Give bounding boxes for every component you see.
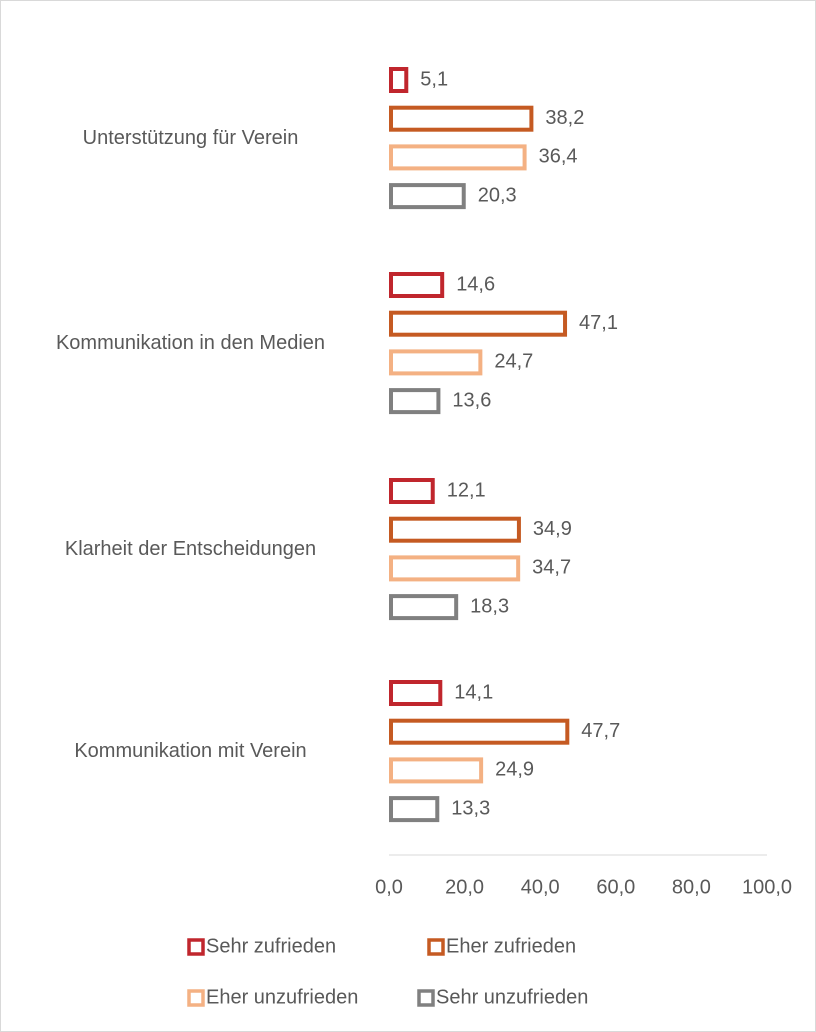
bar [389, 388, 441, 415]
bar [389, 796, 440, 823]
category-label: Kommunikation in den Medien [55, 332, 326, 355]
bar [389, 594, 459, 621]
x-tick-label: 100,0 [742, 876, 792, 898]
x-tick-label: 60,0 [596, 876, 635, 898]
legend-label: Eher unzufrieden [206, 986, 358, 1008]
bar [389, 310, 568, 337]
data-label: 24,9 [495, 759, 534, 781]
bar [389, 105, 534, 132]
bar [389, 680, 443, 706]
x-tick-label: 0,0 [375, 876, 403, 898]
data-label: 20,3 [478, 184, 517, 206]
category-label: Unterstützung für Verein [82, 127, 299, 150]
data-label: 13,3 [451, 797, 490, 819]
bar [389, 555, 521, 582]
legend-label: Eher zufrieden [446, 935, 576, 957]
data-label: 38,2 [545, 107, 584, 129]
data-label: 34,7 [532, 557, 571, 579]
bar [389, 718, 570, 745]
data-label: 14,6 [456, 273, 495, 295]
legend-swatch [187, 989, 205, 1007]
legend-swatch [187, 938, 205, 956]
data-label: 14,1 [454, 681, 493, 703]
data-label: 47,7 [581, 720, 620, 742]
bar [389, 478, 435, 504]
data-label: 12,1 [447, 479, 486, 501]
x-tick-label: 40,0 [521, 876, 560, 898]
bar [389, 349, 483, 376]
data-label: 34,9 [533, 518, 572, 540]
legend-swatch [427, 938, 445, 956]
bar [389, 144, 527, 171]
category-label: Klarheit der Entscheidungen [64, 538, 317, 561]
bar [389, 757, 484, 784]
data-label: 47,1 [579, 312, 618, 334]
category-label: Kommunikation mit Verein [74, 740, 307, 763]
bar [389, 516, 521, 543]
legend-label: Sehr unzufrieden [436, 986, 588, 1008]
legend-label: Sehr zufrieden [206, 935, 336, 957]
bar [389, 67, 409, 93]
data-label: 24,7 [494, 351, 533, 373]
data-label: 13,6 [452, 389, 491, 411]
legend-swatch [417, 989, 435, 1007]
data-label: 36,4 [539, 146, 578, 168]
data-label: 5,1 [420, 68, 448, 90]
data-label: 18,3 [470, 595, 509, 617]
x-tick-label: 20,0 [445, 876, 484, 898]
bar [389, 272, 445, 298]
x-tick-label: 80,0 [672, 876, 711, 898]
bar [389, 183, 466, 210]
